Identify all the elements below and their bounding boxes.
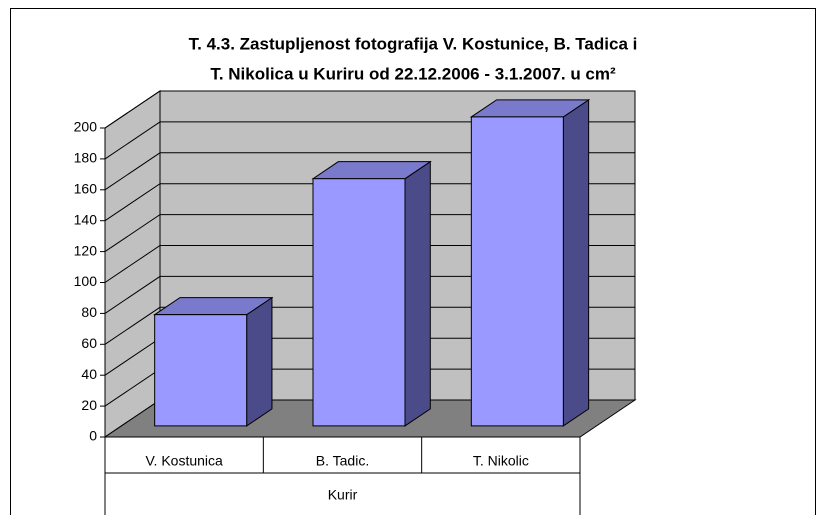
bar-side	[404, 160, 431, 427]
chart-title: T. 4.3. Zastupljenost fotografija V. Kos…	[189, 34, 638, 53]
y-tick-label: 200	[74, 119, 98, 135]
group-label: Kurir	[328, 487, 358, 503]
bar-side	[246, 296, 273, 427]
y-tick-label: 100	[74, 273, 98, 289]
grid-line	[104, 90, 635, 129]
y-tick-label: 0	[89, 428, 97, 444]
x-tick-label: B. Tadic.	[316, 453, 369, 469]
y-tick-label: 60	[81, 335, 97, 351]
y-tick-label: 180	[74, 150, 98, 166]
chart-title: T. Nikolica u Kuriru od 22.12.2006 - 3.1…	[210, 64, 616, 83]
bar	[470, 116, 564, 427]
x-tick-label: V. Kostunica	[146, 453, 224, 469]
y-tick-label: 40	[81, 366, 97, 382]
y-tick-label: 160	[74, 181, 98, 197]
bar	[154, 314, 248, 427]
y-tick-label: 120	[74, 242, 98, 258]
x-tick-label: T. Nikolic	[473, 453, 529, 469]
y-tick-label: 80	[81, 304, 97, 320]
y-tick-label: 20	[81, 397, 97, 413]
bar	[312, 178, 406, 427]
y-tick-label: 140	[74, 211, 98, 227]
bar-side	[562, 98, 590, 427]
